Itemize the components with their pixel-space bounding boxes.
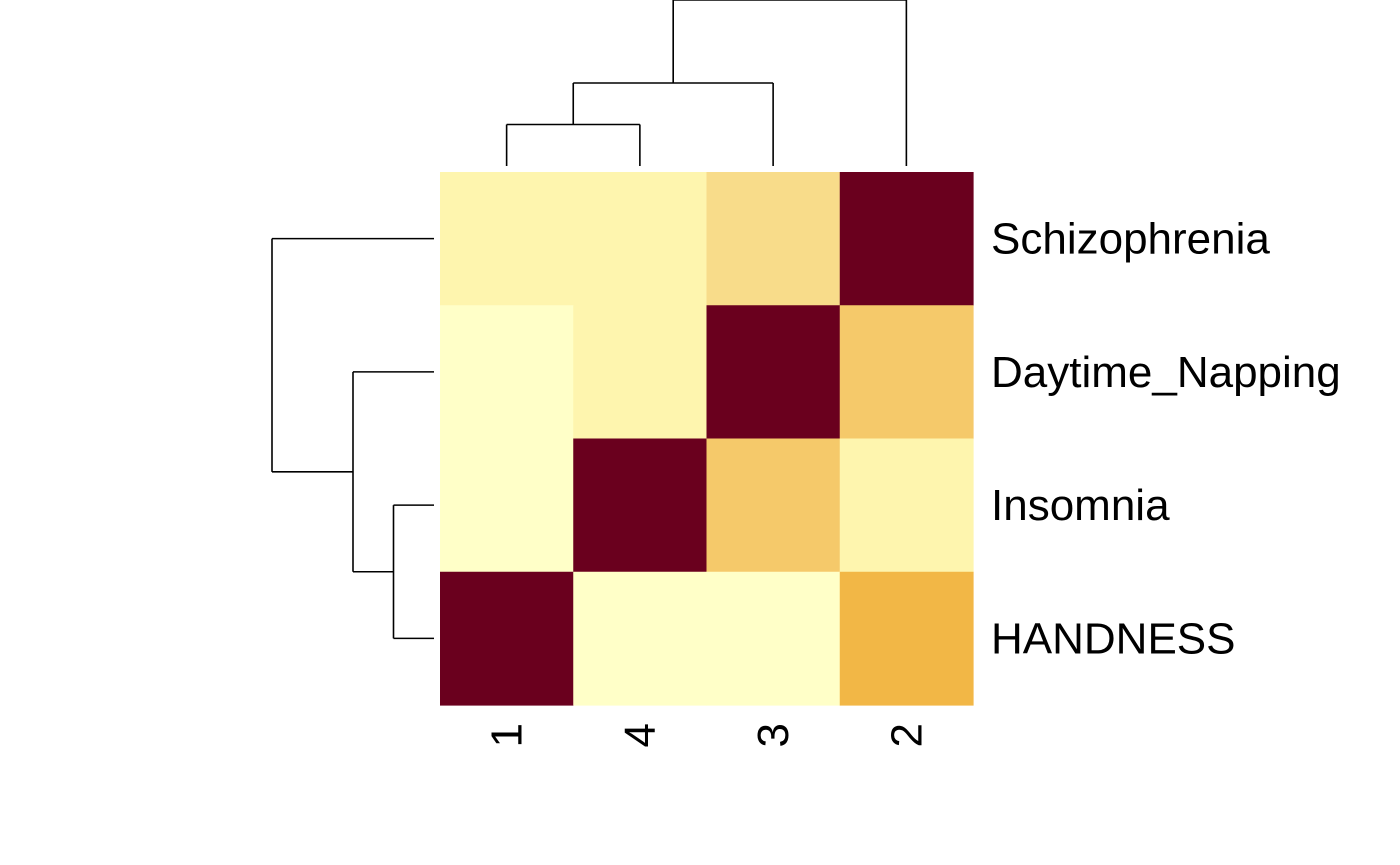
heatmap-cell-handness-col-1 (440, 571, 574, 706)
row-label-insomnia: Insomnia (991, 481, 1170, 530)
row-label-daytime-napping: Daytime_Napping (991, 348, 1341, 397)
row-label-schizophrenia: Schizophrenia (991, 215, 1270, 264)
heatmap-cell-schizophrenia-col-2 (839, 172, 974, 306)
heatmap-cell-schizophrenia-col-1 (440, 172, 574, 306)
heatmap-cell-handness-col-3 (706, 571, 841, 706)
heatmap-cell-insomnia-col-2 (839, 438, 974, 573)
heatmap-cell-insomnia-col-4 (573, 438, 708, 573)
heatmap-cell-handness-col-2 (839, 571, 974, 706)
row-labels: Schizophrenia Daytime_Napping Insomnia H… (991, 215, 1341, 664)
heatmap-cell-daytime-napping-col-3 (706, 305, 841, 440)
heatmap-cells (440, 172, 974, 706)
heatmap-cell-handness-col-4 (573, 571, 708, 706)
column-label-2: 2 (882, 723, 931, 747)
heatmap-cell-schizophrenia-col-3 (706, 172, 841, 306)
heatmap-cell-daytime-napping-col-2 (839, 305, 974, 440)
heatmap-cell-schizophrenia-col-4 (573, 172, 708, 306)
heatmap-cell-insomnia-col-1 (440, 438, 574, 573)
column-label-4: 4 (616, 723, 665, 747)
row-dendrogram (271, 237, 434, 640)
row-label-handness: HANDNESS (991, 614, 1236, 663)
column-label-1: 1 (483, 723, 532, 747)
column-label-3: 3 (749, 723, 798, 747)
heatmap-cell-insomnia-col-3 (706, 438, 841, 573)
heatmap-cell-daytime-napping-col-4 (573, 305, 708, 440)
column-labels: 1 4 3 2 (483, 723, 932, 747)
column-dendrogram (505, 0, 908, 166)
heatmap-cell-daytime-napping-col-1 (440, 305, 574, 440)
